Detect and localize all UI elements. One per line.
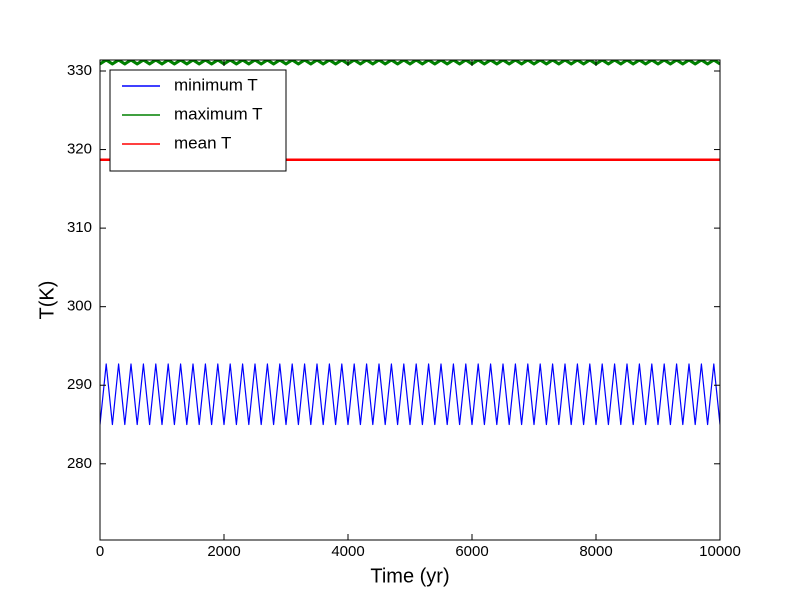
x-tick-label: 0 bbox=[96, 543, 104, 560]
x-tick-label: 8000 bbox=[579, 543, 612, 560]
x-tick-label: 2000 bbox=[207, 543, 240, 560]
y-tick-label: 330 bbox=[67, 62, 92, 79]
series-line bbox=[100, 60, 720, 66]
x-axis-label: Time (yr) bbox=[370, 565, 449, 587]
x-tick-label: 10000 bbox=[699, 543, 741, 560]
x-tick-label: 4000 bbox=[331, 543, 364, 560]
y-tick-label: 290 bbox=[67, 376, 92, 393]
y-tick-label: 310 bbox=[67, 219, 92, 236]
legend-text: minimum T bbox=[174, 75, 258, 94]
y-tick-label: 280 bbox=[67, 455, 92, 472]
y-tick-label: 320 bbox=[67, 141, 92, 158]
y-tick-label: 300 bbox=[67, 298, 92, 315]
y-axis-label: T(K) bbox=[36, 281, 58, 320]
legend-text: mean T bbox=[174, 133, 231, 152]
x-tick-label: 6000 bbox=[455, 543, 488, 560]
series-line bbox=[100, 363, 720, 426]
legend-text: maximum T bbox=[174, 104, 262, 123]
legend-box bbox=[109, 69, 287, 172]
plot-frame bbox=[99, 59, 721, 541]
